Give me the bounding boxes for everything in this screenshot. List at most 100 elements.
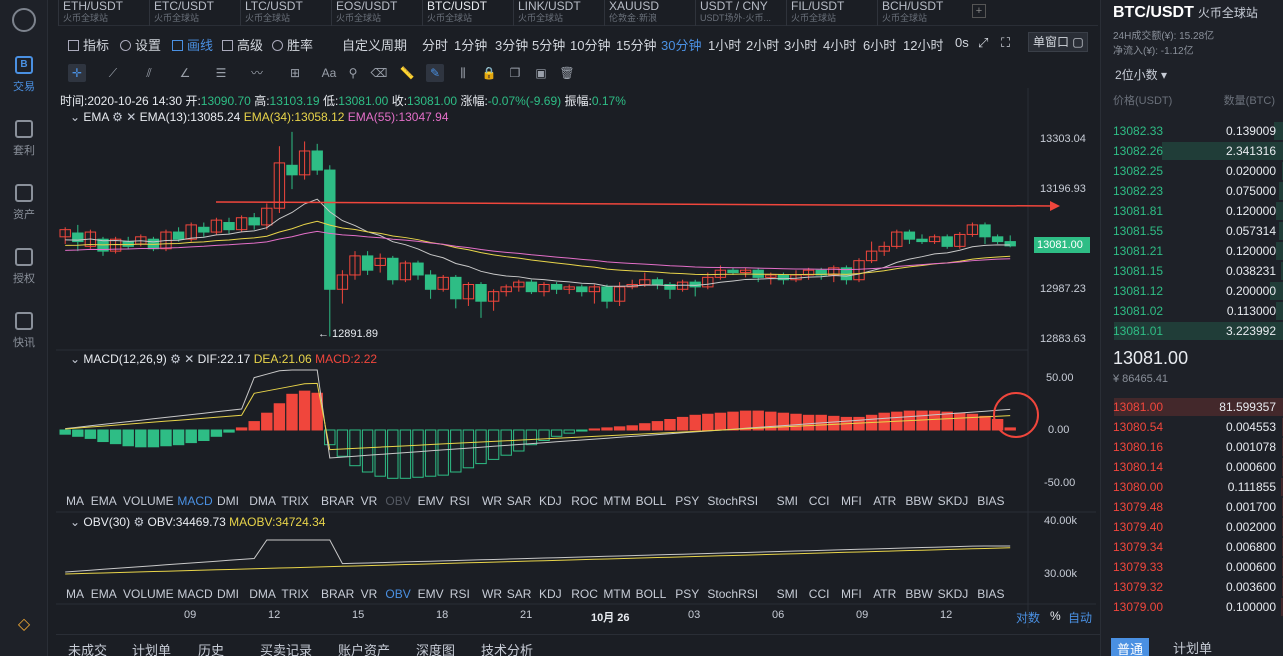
log-scale-toggle[interactable]: 对数 [1016, 611, 1041, 625]
orderbook-row[interactable]: 13082.33 0.139009 [1101, 121, 1283, 141]
indicator-tab[interactable]: StochRSI [707, 494, 759, 508]
ticker-tab[interactable]: USDT / CNY USDT场外·火币... [695, 0, 771, 26]
indicator-tab[interactable]: VOLUME [123, 494, 174, 508]
ticker-tab[interactable]: LINK/USDT 火币全球站 [513, 0, 581, 26]
indicator-tab[interactable]: MTM [603, 587, 631, 601]
tab-analysis[interactable]: 技术分析 [481, 643, 534, 656]
period-option[interactable]: 12小时 [903, 38, 944, 53]
window-mode-select[interactable]: 单窗口 ▢ [1028, 32, 1088, 52]
trend-line-icon[interactable]: ⟋ [108, 66, 118, 80]
indicator-tab[interactable]: BOLL [635, 587, 667, 601]
indicator-tab[interactable]: PSY [675, 494, 700, 508]
orderbook-row[interactable]: 13081.02 0.113000 [1101, 301, 1283, 321]
tab-open-orders[interactable]: 未成交 [68, 643, 108, 656]
indicator-tab[interactable]: MFI [841, 587, 862, 601]
indicator-tab[interactable]: StochRSI [707, 587, 759, 601]
indicator-tab[interactable]: BRAR [321, 494, 355, 508]
diamond-icon[interactable]: ◇ [17, 616, 31, 633]
crosshair-icon[interactable]: ✛ [68, 64, 86, 82]
ruler-icon[interactable]: 📏 [399, 66, 415, 80]
period-option[interactable]: 1小时 [708, 38, 742, 53]
tab-trades[interactable]: 买卖记录 [260, 643, 313, 656]
period-option[interactable]: 3小时 [784, 38, 818, 53]
indicator-tab[interactable]: MACD [177, 587, 213, 601]
indicator-tab[interactable]: ATR [873, 587, 897, 601]
lock-icon[interactable]: 🔒 [481, 66, 497, 80]
indicator-tab[interactable]: MTM [603, 494, 631, 508]
magnet-icon[interactable]: ⚲ [348, 66, 358, 80]
indicator-tab[interactable]: OBV [385, 494, 411, 508]
tab-depth[interactable]: 深度图 [416, 643, 456, 656]
percent-scale-toggle[interactable]: % [1050, 609, 1061, 623]
tab-history[interactable]: 历史 [198, 643, 225, 656]
indicator-tab[interactable]: CCI [808, 587, 830, 601]
indicator-tab[interactable]: BBW [905, 587, 933, 601]
draw-button[interactable]: 画线 [172, 35, 213, 54]
nav-news[interactable]: 快讯 [0, 312, 48, 350]
collapse-icon[interactable]: ⌄ [70, 110, 81, 124]
kline-chart[interactable]: 时间:2020-10-26 14:30 开:13090.70 高:13103.1… [56, 88, 1096, 628]
period-option[interactable]: 4小时 [823, 38, 857, 53]
indicator-tab[interactable]: WR [482, 494, 502, 508]
ticker-tab-active[interactable]: BTC/USDT 火币全球站 [422, 0, 487, 26]
fullscreen-icon[interactable]: ⤢ [978, 35, 989, 50]
period-option[interactable]: 5分钟 [532, 38, 566, 53]
add-tab-icon[interactable]: + [972, 4, 986, 18]
period-option[interactable]: 30分钟 [661, 38, 702, 53]
orderbook-row[interactable]: 13081.01 3.223992 [1101, 321, 1283, 341]
ticker-tab[interactable]: BCH/USDT 火币全球站 [877, 0, 943, 26]
nav-authorize[interactable]: 授权 [0, 248, 48, 286]
orderbook-row[interactable]: 13079.33 0.000600 [1101, 557, 1283, 577]
indicator-tab[interactable]: ATR [873, 494, 897, 508]
indicator-tab[interactable]: SKDJ [937, 587, 969, 601]
indicator-button[interactable]: 指标 [68, 35, 109, 54]
indicator-tab[interactable]: TRIX [281, 587, 309, 601]
tab-plan[interactable]: 计划单 [1173, 641, 1213, 656]
indicator-tab[interactable]: VOLUME [123, 587, 174, 601]
indicator-tab[interactable]: SMI [776, 494, 798, 508]
orderbook-row[interactable]: 13081.00 81.599357 [1101, 397, 1283, 417]
indicator-tab[interactable]: EMV [417, 587, 444, 601]
precision-select[interactable]: 2位小数 ▾ [1115, 66, 1167, 83]
period-option[interactable]: 15分钟 [616, 38, 657, 53]
ticker-tab[interactable]: ETH/USDT 火币全球站 [58, 0, 123, 26]
period-option[interactable]: 2小时 [746, 38, 780, 53]
indicator-tab[interactable]: MFI [841, 494, 862, 508]
macd-settings-icon[interactable]: ⚙ [170, 352, 181, 366]
indicator-tab[interactable]: ROC [571, 587, 598, 601]
indicator-tab[interactable]: BBW [905, 494, 933, 508]
hide-icon[interactable]: ▣ [535, 66, 547, 80]
macd-close-icon[interactable]: ✕ [184, 352, 195, 366]
collapse-icon[interactable]: ⌄ [70, 515, 81, 529]
indicator-tab[interactable]: BIAS [977, 587, 1005, 601]
orderbook-row[interactable]: 13081.55 0.057314 [1101, 221, 1283, 241]
indicator-tab[interactable]: SKDJ [937, 494, 969, 508]
orderbook-row[interactable]: 13081.81 0.120000 [1101, 201, 1283, 221]
indicator-tab[interactable]: DMI [217, 587, 239, 601]
indicator-tab[interactable]: MA [66, 587, 84, 601]
advanced-button[interactable]: 高级 [222, 35, 263, 54]
indicator-tab[interactable]: DMA [249, 587, 276, 601]
ticker-tab[interactable]: ETC/USDT 火币全球站 [149, 0, 214, 26]
winrate-button[interactable]: 胜率 [272, 35, 313, 54]
ticker-tab[interactable]: FIL/USDT 火币全球站 [786, 0, 844, 26]
trash-icon[interactable]: 🗑 [559, 66, 575, 80]
indicator-tab[interactable]: RSI [449, 587, 470, 601]
indicator-tab[interactable]: DMA [249, 494, 276, 508]
orderbook-row[interactable]: 13079.48 0.001700 [1101, 497, 1283, 517]
text-tool-icon[interactable]: Aa [321, 66, 337, 80]
indicator-tab[interactable]: VR [360, 494, 378, 508]
copy-icon[interactable]: ❐ [509, 66, 521, 80]
indicator-tab[interactable]: MACD [177, 494, 213, 508]
period-option[interactable]: 6小时 [863, 38, 897, 53]
orderbook-row[interactable]: 13080.16 0.001078 [1101, 437, 1283, 457]
indicator-tab[interactable]: MA [66, 494, 84, 508]
ema-close-icon[interactable]: ✕ [126, 110, 137, 124]
orderbook-row[interactable]: 13079.32 0.003600 [1101, 577, 1283, 597]
period-option[interactable]: 分时 [422, 38, 449, 53]
indicator-tab[interactable]: SMI [776, 587, 798, 601]
orderbook-row[interactable]: 13081.15 0.038231 [1101, 261, 1283, 281]
indicator-tab[interactable]: CCI [808, 494, 830, 508]
period-option[interactable]: 10分钟 [570, 38, 611, 53]
indicator-tab[interactable]: EMA [90, 587, 117, 601]
